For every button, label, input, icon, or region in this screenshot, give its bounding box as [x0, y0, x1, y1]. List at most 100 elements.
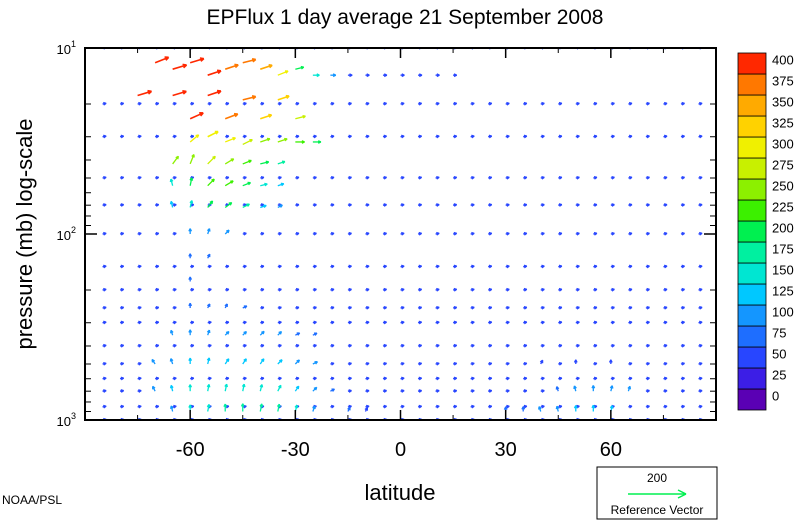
- vector-arrow: [102, 389, 107, 393]
- vector-arrow: [435, 343, 440, 348]
- vector-arrow: [523, 389, 528, 393]
- vector-arrow: [242, 181, 252, 187]
- vector-arrow: [347, 376, 352, 381]
- vector-arrow: [593, 376, 598, 381]
- vector-arrow: [452, 287, 458, 292]
- vector-arrow: [558, 404, 563, 409]
- vector-arrow: [119, 231, 125, 236]
- vector-arrow: [312, 231, 317, 236]
- vector-arrow: [382, 231, 387, 236]
- vector-arrow: [417, 404, 423, 409]
- vector-arrow: [452, 134, 458, 139]
- vector-arrow: [382, 320, 387, 325]
- vector-arrow: [347, 134, 352, 139]
- vector-arrow: [190, 376, 195, 381]
- vector-arrow: [645, 404, 650, 409]
- vector-arrow: [488, 101, 493, 106]
- vector-arrow: [470, 175, 475, 180]
- vector-arrow: [225, 264, 230, 269]
- vector-arrow: [435, 320, 440, 325]
- vector-arrow: [400, 389, 405, 393]
- vector-arrow: [206, 303, 211, 309]
- vector-arrow: [137, 361, 142, 366]
- vector-arrow: [488, 343, 493, 348]
- vector-arrow: [137, 404, 142, 409]
- vector-arrow: [663, 376, 668, 381]
- vector-arrow: [417, 175, 423, 180]
- colorbar-label: 225: [772, 200, 794, 215]
- vector-arrow: [102, 287, 107, 292]
- vector-arrow: [172, 264, 177, 269]
- vector-arrow: [347, 361, 352, 366]
- vector-arrow: [610, 134, 615, 139]
- vector-arrow: [523, 175, 528, 180]
- vector-arrow: [137, 175, 142, 180]
- vector-arrow: [698, 175, 703, 180]
- vector-arrow: [645, 305, 650, 310]
- vector-arrow: [382, 287, 387, 292]
- vector-arrow: [435, 287, 440, 292]
- vector-arrow: [347, 73, 353, 78]
- vector-arrow: [452, 231, 458, 236]
- vector-arrow: [417, 287, 423, 292]
- vector-arrow: [312, 175, 317, 180]
- vector-arrow: [242, 175, 247, 180]
- vector-arrow: [207, 101, 212, 106]
- vector-arrow: [698, 134, 703, 139]
- vector-arrow: [555, 386, 560, 392]
- vector-arrow: [680, 376, 685, 381]
- vector-arrow: [347, 203, 352, 207]
- vector-arrow: [277, 320, 282, 325]
- vector-arrow: [382, 305, 387, 310]
- vector-arrow: [698, 231, 703, 236]
- vector-arrow: [347, 231, 352, 236]
- vector-arrow: [155, 376, 160, 381]
- vector-arrow: [645, 320, 650, 325]
- vector-arrow: [312, 203, 317, 207]
- vector-arrow: [295, 320, 300, 325]
- vector-arrow: [242, 134, 247, 139]
- vector-arrow: [295, 231, 300, 236]
- vector-arrow: [277, 384, 282, 392]
- vector-arrow: [470, 320, 475, 325]
- vector-arrow: [242, 330, 247, 336]
- vector-arrow: [680, 361, 685, 366]
- vector-arrow: [382, 134, 387, 139]
- vector-arrow: [312, 101, 317, 106]
- vector-arrow: [610, 320, 615, 325]
- vector-arrow: [698, 203, 703, 207]
- vector-arrow: [488, 361, 493, 366]
- vector-arrow: [260, 376, 265, 381]
- vector-arrow: [224, 180, 234, 187]
- vector-arrow: [365, 305, 370, 310]
- vector-arrow: [207, 69, 222, 76]
- vector-arrow: [172, 287, 177, 292]
- vector-arrow: [593, 264, 598, 269]
- credit-label: NOAA/PSL: [2, 493, 62, 507]
- vector-arrow: [365, 320, 370, 325]
- vector-arrow: [119, 101, 125, 106]
- y-tick-label: 101: [57, 39, 76, 57]
- vector-arrow: [119, 361, 125, 366]
- vector-arrow: [190, 134, 195, 139]
- vector-arrow: [188, 228, 193, 234]
- vector-arrow: [680, 343, 685, 348]
- vector-arrow: [207, 264, 212, 269]
- vector-arrow: [347, 343, 352, 348]
- colorbar-swatch: [737, 262, 767, 285]
- vector-arrow: [242, 138, 253, 146]
- vector-arrow: [400, 175, 405, 180]
- vector-arrow: [224, 358, 230, 365]
- colorbar-label: 250: [772, 179, 794, 194]
- vector-arrow: [558, 376, 563, 381]
- vector-arrow: [155, 264, 160, 269]
- vector-arrow: [137, 343, 142, 348]
- vector-arrow: [505, 361, 510, 366]
- vector-arrow: [453, 73, 458, 78]
- vector-arrow: [172, 203, 177, 207]
- x-tick-label: 0: [395, 439, 406, 461]
- vector-arrow: [172, 155, 180, 165]
- vector-arrow: [610, 231, 615, 236]
- vector-arrow: [698, 264, 703, 269]
- vector-arrow: [645, 231, 650, 236]
